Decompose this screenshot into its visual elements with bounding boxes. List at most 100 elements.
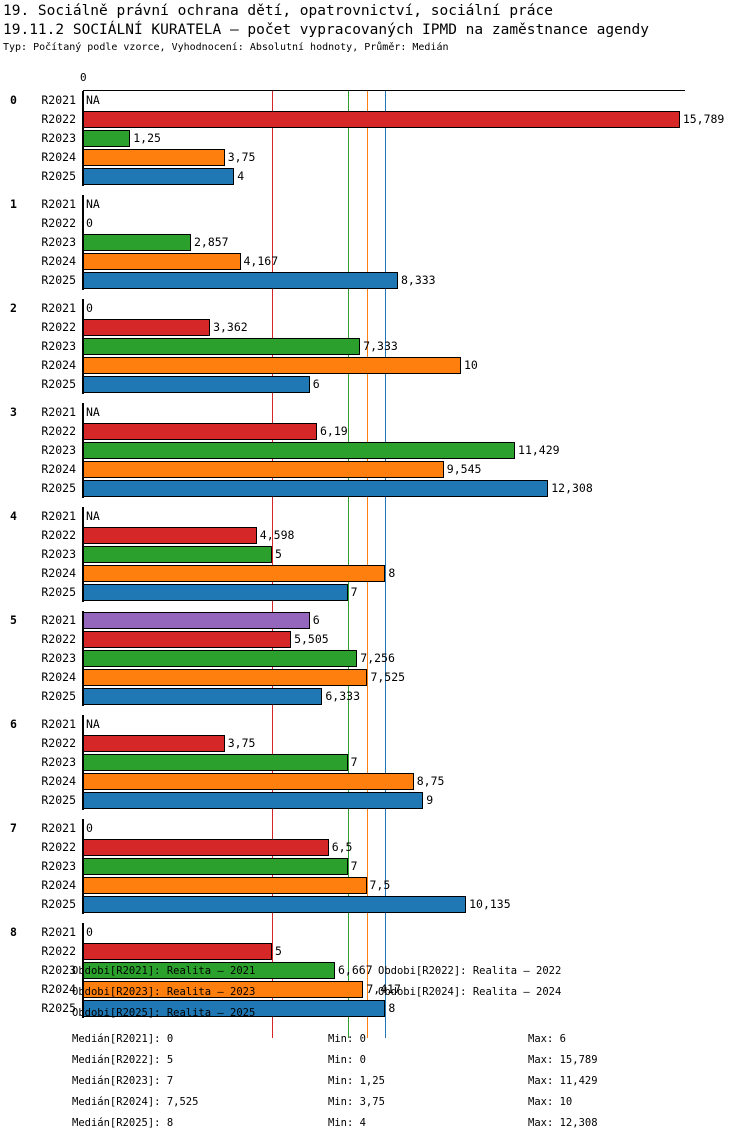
- chart-row: R2025 8: [0, 999, 750, 1018]
- legend-stat-max: Max: 10: [528, 1096, 573, 1108]
- chart-row: R2023 7: [0, 857, 750, 876]
- bar-value-label: 11,429: [518, 443, 560, 457]
- chart-row: 3 R2021 NA: [0, 403, 750, 422]
- row-label-r2022: R2022: [41, 528, 76, 542]
- chart-row: R2023 11,429: [0, 441, 750, 460]
- bar-value-label: 4: [237, 169, 245, 183]
- group-index-label: 5: [10, 613, 17, 627]
- row-label-r2025: R2025: [41, 169, 76, 183]
- chart-row: R2022 15,789: [0, 110, 750, 129]
- chart-row: R2022 5: [0, 942, 750, 961]
- chart-row: R2023 1,25: [0, 129, 750, 148]
- bar-value-label: 7,5: [369, 878, 391, 892]
- row-label-r2024: R2024: [41, 774, 76, 788]
- bar-value-label: 0: [86, 216, 93, 230]
- legend-period: Obdobi[R2023]: Realita – 2023: [72, 986, 256, 998]
- legend-period: Obdobi[R2021]: Realita – 2021: [72, 965, 256, 977]
- bar-r2023: [83, 858, 348, 875]
- bar-r2022: [83, 319, 211, 336]
- chart-row: R2025 7: [0, 583, 750, 602]
- x-axis-line: [83, 90, 685, 91]
- row-label-r2022: R2022: [41, 632, 76, 646]
- bar-r2025: [83, 168, 235, 185]
- chart-row: R2022 3,75: [0, 734, 750, 753]
- chart-row: 2 R2021 0: [0, 299, 750, 318]
- legend-period: Obdobi[R2025]: Realita – 2025: [72, 1007, 256, 1019]
- legend-stat-median: Medián[R2024]: 7,525: [72, 1096, 199, 1108]
- row-label-r2021: R2021: [41, 717, 76, 731]
- row-label-r2021: R2021: [41, 509, 76, 523]
- group-index-label: 1: [10, 197, 17, 211]
- bar-r2023: [83, 338, 361, 355]
- bar-value-label: NA: [86, 405, 100, 419]
- bar-value-label: 7,417: [366, 982, 401, 996]
- bar-value-label: 6,19: [319, 424, 348, 438]
- bar-r2025: [83, 376, 310, 393]
- bar-value-label: NA: [86, 509, 100, 523]
- bar-r2023: [83, 546, 272, 563]
- bar-r2025: [83, 896, 467, 913]
- bar-value-label: 7,525: [370, 670, 406, 684]
- chart-row: R2022 5,505: [0, 630, 750, 649]
- chart-row: R2023 7,333: [0, 337, 750, 356]
- chart-row: R2023 5: [0, 545, 750, 564]
- group-index-label: 0: [10, 93, 17, 107]
- bar-value-label: 7: [350, 755, 358, 769]
- legend-period: Obdobi[R2024]: Realita – 2024: [378, 986, 562, 998]
- legend-stat-min: Min: 4: [328, 1117, 366, 1129]
- bar-value-label: 8,333: [400, 273, 436, 287]
- bar-value-label: 6,667: [338, 963, 373, 977]
- bar-r2025: [83, 584, 348, 601]
- row-label-r2025: R2025: [41, 377, 76, 391]
- bar-r2022: [83, 527, 257, 544]
- row-label-r2023: R2023: [41, 339, 76, 353]
- row-label-r2022: R2022: [41, 424, 76, 438]
- chart-row: 5 R2021 6: [0, 611, 750, 630]
- bar-r2022: [83, 631, 292, 648]
- group-index-label: 3: [10, 405, 17, 419]
- bar-value-label: 8,75: [416, 774, 445, 788]
- chart-row: R2022 6,5: [0, 838, 750, 857]
- bar-value-label: 3,75: [227, 150, 256, 164]
- chart-row: R2024 7,5: [0, 876, 750, 895]
- chart-row: R2025 12,308: [0, 479, 750, 498]
- row-label-r2025: R2025: [41, 273, 76, 287]
- chart-row: R2022 6,19: [0, 422, 750, 441]
- chart-row: 6 R2021 NA: [0, 715, 750, 734]
- chart-row: R2025 6: [0, 375, 750, 394]
- bar-value-label: 5,505: [294, 632, 329, 646]
- chart-row: R2024 3,75: [0, 148, 750, 167]
- row-label-r2024: R2024: [41, 670, 76, 684]
- bar-r2024: [83, 877, 367, 894]
- bar-r2025: [83, 792, 424, 809]
- bar-value-label: 2,857: [193, 235, 229, 249]
- row-label-r2021: R2021: [41, 197, 76, 211]
- row-label-r2023: R2023: [41, 651, 76, 665]
- bar-r2024: [83, 773, 414, 790]
- group-index-label: 7: [10, 821, 17, 835]
- row-label-r2023: R2023: [41, 235, 76, 249]
- row-label-r2023: R2023: [41, 859, 76, 873]
- legend-stat-median: Medián[R2021]: 0: [72, 1033, 174, 1045]
- group-index-label: 4: [10, 509, 17, 523]
- chart-row: R2024 10: [0, 356, 750, 375]
- row-label-r2021: R2021: [41, 613, 76, 627]
- chart-row: R2022 0: [0, 214, 750, 233]
- bar-r2024: [83, 357, 461, 374]
- bar-value-label: 15,789: [682, 112, 725, 126]
- chart-row: R2022 4,598: [0, 526, 750, 545]
- row-label-r2022: R2022: [41, 840, 76, 854]
- bar-r2023: [83, 130, 131, 147]
- row-label-r2024: R2024: [41, 254, 76, 268]
- row-label-r2025: R2025: [41, 897, 76, 911]
- page-subtitle: Typ: Počítaný podle vzorce, Vyhodnocení:…: [3, 42, 449, 53]
- row-label-r2023: R2023: [41, 443, 76, 457]
- bar-value-label: 7: [350, 859, 358, 873]
- bar-r2024: [83, 461, 444, 478]
- bar-r2024: [83, 253, 241, 270]
- legend-stat-max: Max: 6: [528, 1033, 566, 1045]
- chart-row: R2023 2,857: [0, 233, 750, 252]
- page-title-chapter: 19. Sociálně právní ochrana dětí, opatro…: [3, 3, 553, 19]
- row-label-r2021: R2021: [41, 301, 76, 315]
- chart-row: R2023 7,256: [0, 649, 750, 668]
